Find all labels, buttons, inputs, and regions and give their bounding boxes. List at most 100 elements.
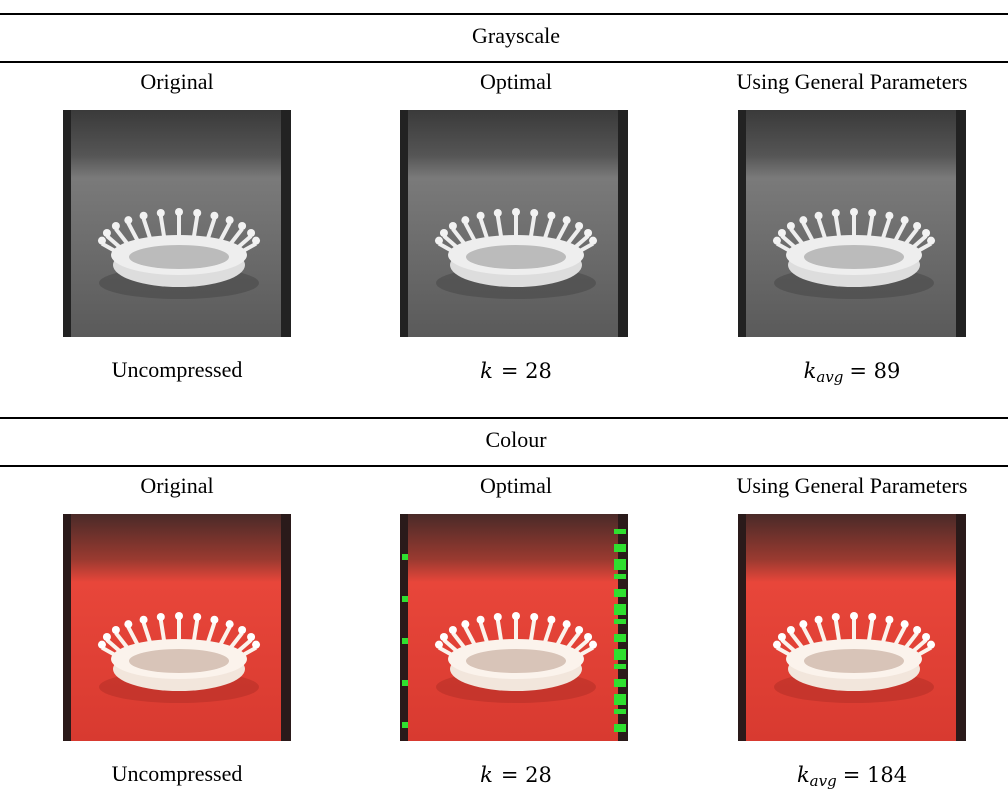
splash-droplet — [530, 209, 538, 217]
splash-droplet — [850, 612, 858, 620]
column-header: Using General Parameters — [737, 69, 968, 94]
caption: Uncompressed — [112, 357, 243, 382]
splash-droplet — [901, 620, 909, 628]
caption: kavg= 89 — [804, 359, 901, 387]
splash-droplet — [913, 222, 921, 230]
artifact — [402, 554, 408, 560]
splash-droplet — [927, 641, 935, 649]
splash-droplet — [584, 229, 592, 237]
splash-droplet — [103, 229, 111, 237]
splash-droplet — [868, 209, 876, 217]
column-header: Using General Parameters — [737, 473, 968, 498]
splash-droplet — [922, 633, 930, 641]
splash-droplet — [157, 613, 165, 621]
splash-droplet — [589, 237, 597, 245]
caption: Uncompressed — [112, 761, 243, 786]
splash-droplet — [563, 216, 571, 224]
splash-droplet — [175, 208, 183, 216]
splash-droplet — [922, 229, 930, 237]
section-title: Grayscale — [472, 23, 560, 48]
image — [63, 514, 291, 741]
column-header: Original — [140, 473, 213, 498]
caption: kavg= 184 — [797, 763, 907, 791]
splash-droplet — [815, 616, 823, 624]
column-header: Optimal — [480, 473, 552, 498]
artifact — [614, 544, 626, 552]
math-symbol: k — [804, 359, 817, 383]
math-relation: = 89 — [849, 359, 900, 383]
artifact — [614, 649, 626, 660]
splash-droplet — [238, 222, 246, 230]
splash-droplet — [252, 641, 260, 649]
splash-droplet — [449, 626, 457, 634]
splash-droplet — [787, 626, 795, 634]
splash-droplet — [435, 237, 443, 245]
splash-droplet — [589, 641, 597, 649]
splash-inner — [466, 649, 566, 673]
splash-inner — [466, 245, 566, 269]
splash-droplet — [563, 620, 571, 628]
splash-droplet — [530, 613, 538, 621]
splash-droplet — [124, 620, 132, 628]
math-subscript: avg — [810, 772, 837, 790]
artifact — [614, 679, 626, 687]
splash-inner — [804, 245, 904, 269]
artifact — [614, 529, 626, 534]
image-edge — [618, 110, 628, 337]
image-edge — [400, 514, 408, 741]
splash-droplet — [913, 626, 921, 634]
image-edge — [956, 110, 966, 337]
splash-droplet — [778, 229, 786, 237]
image — [400, 110, 628, 337]
splash-droplet — [193, 613, 201, 621]
artifact — [614, 559, 626, 570]
artifact — [614, 619, 626, 624]
math-symbol: k — [480, 359, 493, 383]
splash-droplet — [512, 612, 520, 620]
splash-droplet — [832, 209, 840, 217]
splash-droplet — [547, 616, 555, 624]
splash-droplet — [815, 212, 823, 220]
splash-droplet — [252, 237, 260, 245]
artifact — [402, 722, 408, 728]
splash-droplet — [226, 620, 234, 628]
math-relation: = 28 — [501, 763, 552, 787]
image-edge — [956, 514, 966, 741]
artifact — [402, 638, 408, 644]
splash-droplet — [850, 208, 858, 216]
splash-droplet — [494, 613, 502, 621]
splash-inner — [804, 649, 904, 673]
splash-droplet — [210, 212, 218, 220]
splash-droplet — [477, 616, 485, 624]
artifact — [614, 664, 626, 669]
image — [738, 514, 966, 741]
splash-droplet — [461, 216, 469, 224]
splash-droplet — [98, 237, 106, 245]
splash-droplet — [461, 620, 469, 628]
splash-droplet — [868, 613, 876, 621]
splash-droplet — [832, 613, 840, 621]
image-edge — [63, 514, 71, 741]
splash-droplet — [193, 209, 201, 217]
caption: k = 28 — [480, 359, 552, 383]
splash-droplet — [477, 212, 485, 220]
column-header: Optimal — [480, 69, 552, 94]
artifact — [614, 574, 626, 579]
splash-droplet — [140, 616, 148, 624]
image — [738, 110, 966, 337]
math-symbol: k — [797, 763, 810, 787]
section-title: Colour — [485, 427, 547, 452]
splash-droplet — [157, 209, 165, 217]
artifact — [402, 596, 408, 602]
splash-droplet — [575, 222, 583, 230]
splash-droplet — [238, 626, 246, 634]
splash-droplet — [140, 212, 148, 220]
artifact — [402, 680, 408, 686]
splash-droplet — [98, 641, 106, 649]
math-relation: = 28 — [501, 359, 552, 383]
splash-droplet — [440, 633, 448, 641]
splash-droplet — [247, 633, 255, 641]
splash-inner — [129, 245, 229, 269]
splash-droplet — [449, 222, 457, 230]
splash-droplet — [103, 633, 111, 641]
